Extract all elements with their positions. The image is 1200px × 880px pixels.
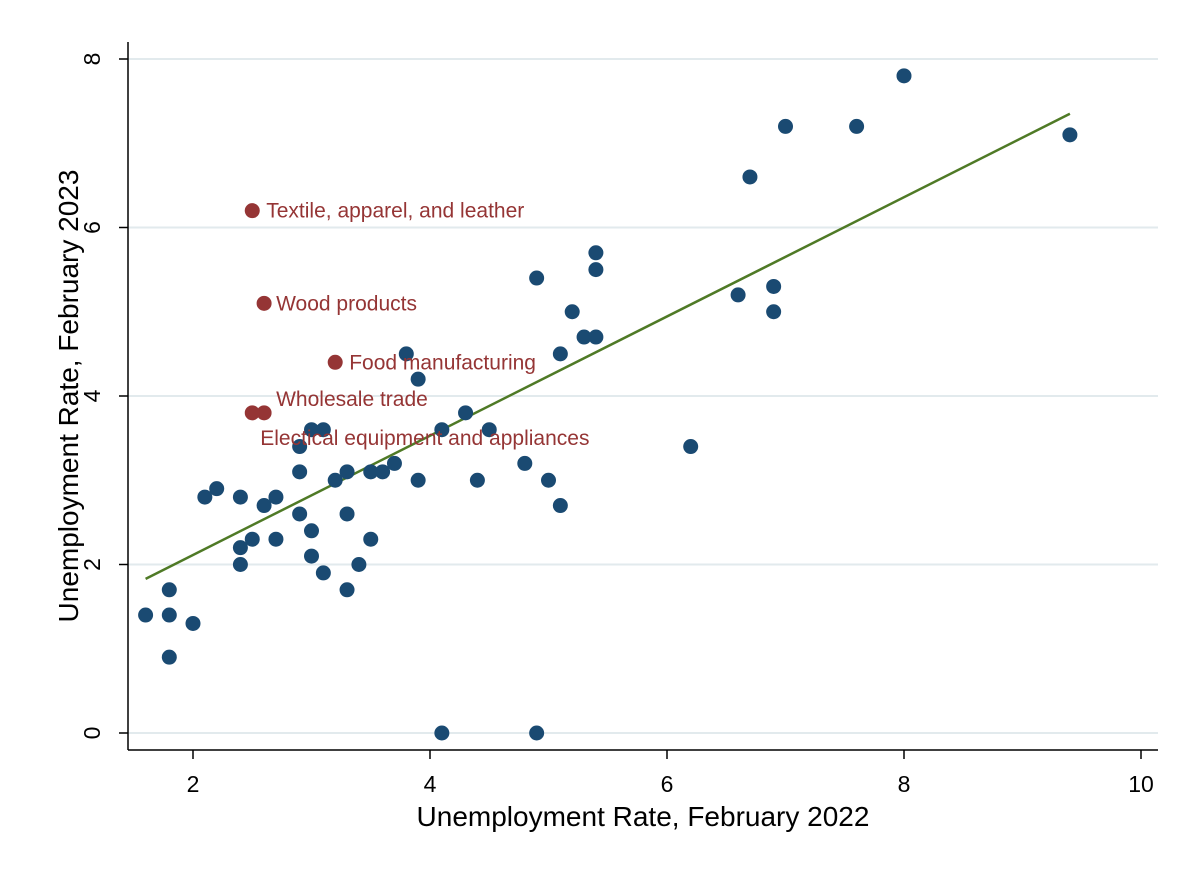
scatter-point bbox=[410, 472, 426, 488]
scatter-point bbox=[232, 489, 248, 505]
x-tick-label: 2 bbox=[187, 771, 200, 797]
x-axis-title: Unemployment Rate, February 2022 bbox=[417, 801, 870, 832]
scatter-point bbox=[232, 557, 248, 572]
x-tick-label: 6 bbox=[661, 771, 674, 797]
scatter-point bbox=[588, 329, 604, 345]
scatter-point bbox=[256, 498, 272, 514]
highlight-point bbox=[256, 405, 272, 421]
scatter-point bbox=[292, 506, 308, 522]
scatter-point bbox=[683, 439, 699, 455]
scatter-point bbox=[304, 422, 319, 438]
scatter-point bbox=[232, 540, 248, 556]
scatter-point bbox=[315, 565, 331, 581]
scatter-point bbox=[766, 278, 782, 294]
x-tick-label: 4 bbox=[424, 771, 437, 797]
scatter-point bbox=[564, 304, 580, 320]
scatter-point bbox=[161, 649, 177, 665]
scatter-point bbox=[552, 498, 568, 514]
axes: 0 2 4 6 8 2 4 6 8 10 bbox=[79, 42, 1158, 797]
scatter-point bbox=[849, 118, 865, 134]
highlight-point bbox=[327, 354, 343, 370]
point-annotation-label: Textile, apparel, and leather bbox=[266, 200, 524, 223]
highlight-point bbox=[244, 405, 260, 421]
data-points bbox=[138, 68, 1078, 741]
scatter-point bbox=[517, 455, 533, 471]
scatter-point bbox=[185, 615, 201, 631]
scatter-point bbox=[434, 422, 450, 438]
y-axis-title: Unemployment Rate, February 2023 bbox=[53, 170, 84, 623]
scatter-point bbox=[351, 557, 367, 572]
scatter-point bbox=[339, 506, 355, 522]
scatter-point bbox=[386, 455, 402, 471]
scatter-point bbox=[552, 346, 568, 362]
y-tick-label: 6 bbox=[79, 221, 105, 234]
scatter-point bbox=[268, 489, 284, 505]
scatter-point bbox=[304, 523, 319, 539]
fit-line bbox=[145, 112, 1071, 580]
scatter-point bbox=[209, 481, 225, 497]
scatter-point bbox=[161, 582, 177, 598]
point-annotation-label: Electical equipment and appliances bbox=[260, 427, 589, 450]
scatter-point bbox=[292, 439, 308, 455]
scatter-point bbox=[588, 245, 604, 261]
scatter-point bbox=[292, 464, 308, 480]
point-annotation-label: Wood products bbox=[276, 292, 417, 315]
scatter-point bbox=[434, 725, 450, 741]
scatter-point bbox=[339, 582, 355, 598]
scatter-point bbox=[896, 68, 912, 84]
point-annotation-label: Wholesale trade bbox=[276, 388, 428, 411]
scatter-point bbox=[363, 531, 379, 547]
scatter-point bbox=[268, 531, 284, 547]
scatter-point bbox=[778, 118, 793, 134]
scatter-point bbox=[469, 472, 485, 488]
scatter-point bbox=[398, 346, 414, 362]
scatter-point bbox=[339, 464, 355, 480]
scatter-point bbox=[315, 422, 331, 438]
y-tick-label: 2 bbox=[79, 558, 105, 571]
scatter-point bbox=[481, 422, 497, 438]
highlight-point bbox=[256, 295, 272, 311]
scatter-point bbox=[766, 304, 782, 320]
scatter-point bbox=[304, 548, 319, 564]
scatter-point bbox=[375, 464, 391, 480]
scatter-point bbox=[588, 262, 604, 278]
scatter-point bbox=[529, 725, 545, 741]
scatter-point bbox=[529, 270, 545, 286]
scatter-point bbox=[730, 287, 746, 303]
fit-line-group bbox=[145, 112, 1071, 580]
scatter-point bbox=[244, 531, 260, 547]
y-tick-label: 0 bbox=[79, 727, 105, 740]
scatter-point bbox=[197, 489, 213, 505]
scatter-point bbox=[1062, 127, 1078, 143]
highlight-point bbox=[244, 203, 260, 219]
x-tick-label: 8 bbox=[898, 771, 911, 797]
y-tick-label: 8 bbox=[79, 53, 105, 66]
scatter-point bbox=[576, 329, 592, 345]
y-tick-label: 4 bbox=[79, 389, 105, 402]
scatter-point bbox=[138, 607, 154, 623]
scatter-point bbox=[742, 169, 758, 185]
scatter-point bbox=[161, 607, 177, 623]
scatter-point bbox=[327, 472, 343, 488]
x-tick-label: 10 bbox=[1128, 771, 1154, 797]
point-annotations: Textile, apparel, and leather Wood produc… bbox=[260, 200, 589, 450]
scatter-point bbox=[541, 472, 556, 488]
scatter-point bbox=[410, 371, 426, 387]
scatter-point bbox=[363, 464, 379, 480]
gridlines bbox=[128, 58, 1158, 734]
point-annotation-label: Food manufacturing bbox=[349, 351, 536, 374]
scatter-point bbox=[458, 405, 474, 421]
